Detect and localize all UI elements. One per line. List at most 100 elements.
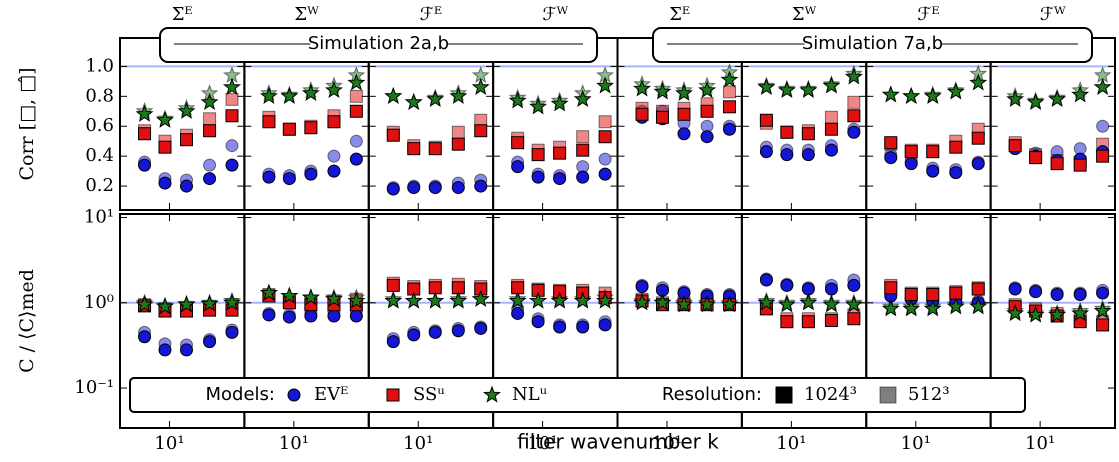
data-point <box>531 148 545 162</box>
data-point <box>598 130 612 144</box>
data-point <box>700 104 714 118</box>
data-point <box>635 107 649 121</box>
data-point <box>511 306 525 320</box>
data-point <box>904 145 918 159</box>
legend-marker <box>483 385 501 403</box>
data-point <box>675 83 693 101</box>
x-tick-label: 10¹ <box>528 433 558 454</box>
data-point <box>138 127 152 141</box>
data-point <box>407 328 421 342</box>
data-point <box>884 136 898 150</box>
data-point <box>451 181 465 195</box>
data-point <box>759 145 773 159</box>
data-point <box>324 289 343 307</box>
data-point <box>635 280 649 294</box>
data-point <box>280 86 299 104</box>
data-point <box>426 291 445 309</box>
data-point <box>799 80 818 98</box>
data-point <box>1008 282 1022 296</box>
group-label: Simulation 2a,b <box>308 33 449 54</box>
data-point <box>158 343 172 357</box>
legend-label: SSᵘ <box>413 384 445 405</box>
data-point <box>550 291 569 309</box>
data-point <box>946 82 965 100</box>
data-point <box>225 109 239 123</box>
data-point <box>1050 288 1064 302</box>
panel-title: ℱᴱ <box>917 4 939 25</box>
data-point <box>1096 286 1110 300</box>
data-point <box>902 299 921 317</box>
data-point <box>386 128 400 142</box>
data-point <box>200 92 219 110</box>
data-point <box>179 133 193 147</box>
legend-label: 1024³ <box>804 384 857 405</box>
data-point <box>971 157 985 171</box>
data-point <box>138 330 152 344</box>
data-point <box>700 130 714 144</box>
data-point <box>576 130 590 144</box>
data-point <box>844 67 863 85</box>
data-point <box>720 295 739 313</box>
data-point <box>780 315 794 329</box>
data-point <box>777 295 796 313</box>
data-point <box>327 309 341 323</box>
data-point <box>884 151 898 165</box>
data-point <box>576 170 590 184</box>
data-point <box>262 308 276 322</box>
data-point <box>349 309 363 323</box>
data-point <box>262 170 276 184</box>
data-point <box>1048 305 1067 323</box>
group-box <box>652 27 1093 63</box>
data-point <box>428 181 442 195</box>
data-point <box>677 127 691 141</box>
data-point <box>946 297 965 315</box>
data-point <box>225 139 239 153</box>
legend-label: EVᴱ <box>314 384 348 405</box>
data-point <box>529 97 548 115</box>
data-point <box>1029 285 1043 299</box>
data-point <box>598 152 612 166</box>
data-point <box>824 143 838 157</box>
y-tick-label: 10⁻¹ <box>74 377 114 398</box>
data-point <box>949 166 963 180</box>
data-point <box>655 110 669 124</box>
data-point <box>324 80 343 98</box>
data-point <box>777 80 796 98</box>
data-point <box>225 158 239 172</box>
data-point <box>1026 305 1045 323</box>
data-point <box>598 167 612 181</box>
data-point <box>349 89 363 103</box>
legend-title: Resolution: <box>662 384 762 405</box>
data-point <box>1096 318 1110 332</box>
data-point <box>259 86 278 104</box>
data-point <box>550 94 569 112</box>
x-tick-label: 10¹ <box>652 433 682 454</box>
data-point <box>949 140 963 154</box>
data-point <box>327 115 341 129</box>
data-point <box>531 315 545 329</box>
data-point <box>1073 288 1087 302</box>
data-point <box>653 82 672 100</box>
data-point <box>824 122 838 136</box>
data-point <box>926 164 940 178</box>
x-tick-label: 10¹ <box>279 433 309 454</box>
data-point <box>508 291 527 309</box>
data-point <box>259 283 278 301</box>
data-point <box>223 293 241 311</box>
data-point <box>471 289 490 307</box>
data-point <box>698 80 717 98</box>
data-point <box>203 172 217 186</box>
data-point <box>135 104 154 122</box>
data-point <box>633 293 652 311</box>
data-point <box>428 325 442 339</box>
data-point <box>926 145 940 159</box>
data-point <box>722 85 736 99</box>
data-point <box>177 295 196 313</box>
data-point <box>135 295 154 313</box>
data-point <box>474 124 488 138</box>
data-point <box>179 343 193 357</box>
data-point <box>1006 89 1025 107</box>
data-point <box>824 313 838 327</box>
data-point <box>573 89 592 107</box>
y-tick-label: 0.8 <box>85 85 114 106</box>
